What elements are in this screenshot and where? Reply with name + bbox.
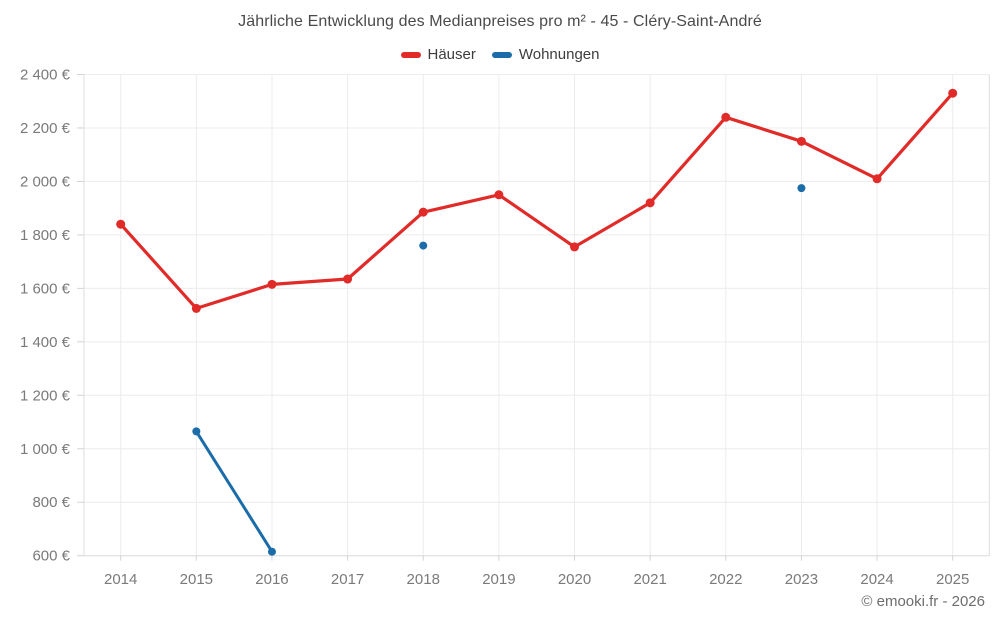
data-point-wohnungen-2023[interactable]	[797, 184, 806, 193]
x-axis-label: 2025	[936, 571, 969, 588]
x-axis-label: 2014	[104, 571, 137, 588]
chart-title: Jährliche Entwicklung des Medianpreises …	[238, 13, 762, 30]
y-axis-label: 2 000 €	[20, 173, 71, 190]
x-axis-label: 2020	[558, 571, 591, 588]
x-axis-label: 2017	[331, 571, 364, 588]
legend-item-wohnungen[interactable]: Wohnungen	[491, 46, 600, 63]
series-lines-group	[119, 91, 955, 552]
legend: Häuser Wohnungen	[0, 46, 1000, 63]
wohnungen-series-swatch	[491, 51, 512, 58]
data-point-hauser-2023[interactable]	[796, 136, 806, 146]
data-point-hauser-2025[interactable]	[948, 88, 958, 98]
data-point-wohnungen-2015[interactable]	[192, 427, 201, 436]
data-point-hauser-2024[interactable]	[872, 174, 882, 184]
legend-label-wohnungen: Wohnungen	[518, 46, 600, 63]
x-axis-label: 2021	[633, 571, 666, 588]
y-axis-label: 1 600 €	[20, 280, 71, 297]
data-point-hauser-2016[interactable]	[267, 279, 277, 289]
y-axis-label: 1 800 €	[20, 227, 71, 244]
y-axis-label: 800 €	[32, 494, 70, 511]
x-axis-label: 2015	[180, 571, 213, 588]
data-point-hauser-2014[interactable]	[116, 219, 126, 229]
attribution: © emooki.fr - 2026	[861, 593, 985, 610]
y-axis-labels: 600 € 800 € 1 000 € 1 200 € 1 400 € 1 600 € 1 …	[20, 67, 71, 565]
gridlines-group	[83, 74, 990, 557]
series-markers-group	[116, 88, 958, 556]
y-axis-label: 2 200 €	[20, 120, 71, 137]
data-point-hauser-2021[interactable]	[645, 198, 655, 208]
data-point-hauser-2019[interactable]	[494, 190, 504, 200]
y-axis-label: 1 000 €	[20, 441, 71, 458]
x-axis-label: 2024	[860, 571, 893, 588]
data-point-hauser-2018[interactable]	[418, 207, 428, 217]
x-axis-label: 2018	[407, 571, 440, 588]
x-axis-label: 2023	[785, 571, 818, 588]
series-line-hauser	[119, 91, 955, 310]
y-axis-label: 1 400 €	[20, 334, 71, 351]
x-axis-label: 2019	[482, 571, 515, 588]
y-axis-label: 1 200 €	[20, 387, 71, 404]
data-point-hauser-2020[interactable]	[570, 242, 580, 252]
x-axis-labels: 2014 2015 2016 2017 2018 2019 2020 2021 2022 2023…	[104, 571, 969, 588]
y-axis-label: 2 400 €	[20, 67, 71, 84]
data-point-wohnungen-2016[interactable]	[267, 547, 276, 556]
axis-ticks-group	[77, 74, 954, 561]
y-axis-label: 600 €	[32, 548, 70, 565]
x-axis-label: 2016	[255, 571, 288, 588]
data-point-hauser-2015[interactable]	[191, 303, 201, 313]
legend-item-hauser[interactable]: Häuser	[400, 46, 476, 63]
data-point-hauser-2017[interactable]	[343, 274, 353, 284]
hauser-series-swatch	[400, 51, 421, 58]
x-axis-label: 2022	[709, 571, 742, 588]
legend-label-hauser: Häuser	[427, 46, 476, 63]
data-point-wohnungen-2018[interactable]	[419, 241, 428, 250]
data-point-hauser-2022[interactable]	[721, 112, 731, 122]
